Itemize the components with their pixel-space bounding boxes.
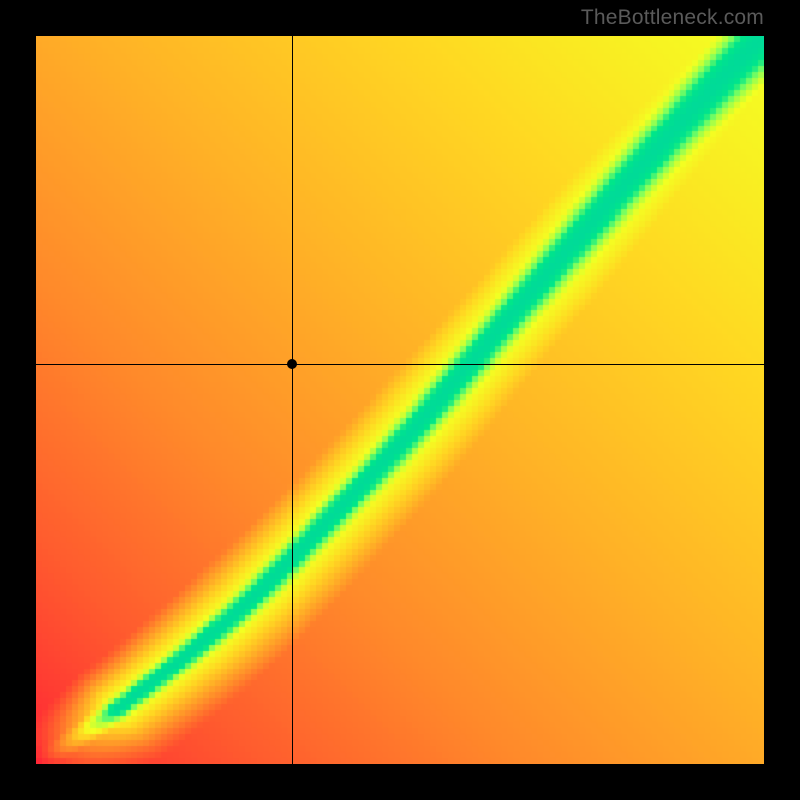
crosshair-marker — [287, 359, 297, 369]
crosshair-vertical — [292, 36, 293, 764]
watermark-text: TheBottleneck.com — [581, 6, 764, 30]
bottleneck-heatmap — [36, 36, 764, 764]
crosshair-horizontal — [36, 364, 764, 365]
